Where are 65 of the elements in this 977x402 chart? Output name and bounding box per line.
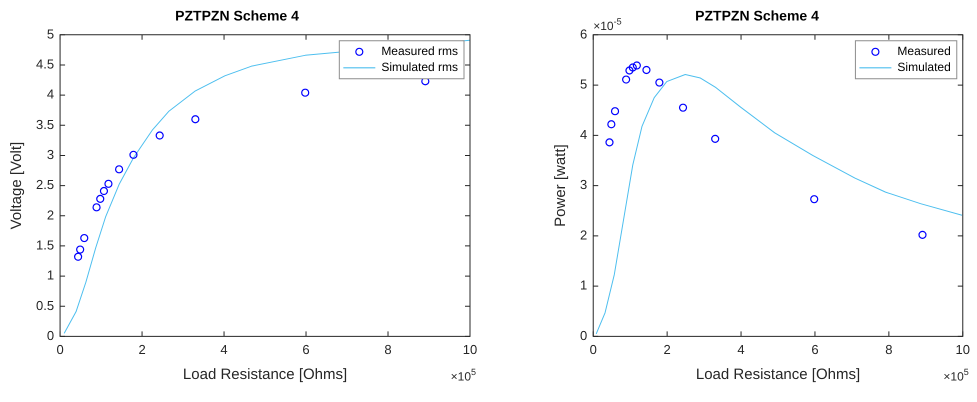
y-tick-label: 4 bbox=[580, 126, 588, 142]
x-tick-label: 2 bbox=[664, 342, 671, 357]
x-axis-title: Load Resistance [Ohms] bbox=[696, 366, 860, 384]
x-tick-label: 4 bbox=[737, 342, 745, 357]
y-tick-label: 2 bbox=[46, 207, 54, 222]
y-tick-label: 3.5 bbox=[36, 116, 54, 132]
x-tick-label: 8 bbox=[885, 342, 892, 357]
legend-label: Measured rms bbox=[381, 44, 458, 58]
y-axis-title: Voltage [Volt] bbox=[8, 142, 26, 230]
point bbox=[711, 134, 720, 143]
x-tick-label: 8 bbox=[384, 342, 392, 357]
y-tick-label: 3 bbox=[46, 147, 54, 162]
point bbox=[129, 150, 138, 159]
y-tick-label: 1 bbox=[580, 278, 588, 293]
point bbox=[632, 61, 641, 70]
point bbox=[655, 78, 664, 87]
y-tick-label: 4.5 bbox=[36, 56, 54, 72]
y-tick-label: 5 bbox=[46, 26, 54, 42]
y-tick-label: 1 bbox=[46, 268, 54, 283]
point bbox=[96, 194, 104, 203]
x-tick-label: 0 bbox=[590, 342, 597, 357]
point bbox=[622, 75, 630, 84]
point bbox=[156, 131, 164, 140]
point bbox=[74, 252, 82, 261]
point bbox=[610, 107, 620, 116]
x-tick-label: 6 bbox=[811, 342, 819, 357]
point bbox=[100, 186, 108, 196]
point bbox=[115, 165, 124, 174]
x-axis-title: Load Resistance [Ohms] bbox=[182, 366, 348, 384]
y-tick-label: 6 bbox=[580, 26, 588, 42]
point bbox=[625, 66, 634, 75]
point bbox=[642, 66, 651, 74]
y-tick-label: 0.5 bbox=[36, 298, 54, 313]
y-axis-title: Power [watt] bbox=[552, 144, 570, 227]
point bbox=[80, 234, 88, 242]
x-tick-label: 6 bbox=[302, 342, 310, 357]
x-tick-label: 10 bbox=[956, 342, 970, 357]
point bbox=[92, 203, 101, 212]
point bbox=[918, 230, 927, 239]
point bbox=[607, 120, 616, 128]
chart-title: PZTPZN Scheme 4 bbox=[695, 7, 820, 24]
y-tick-label: 2.5 bbox=[36, 177, 54, 192]
point bbox=[628, 63, 637, 72]
point bbox=[301, 88, 310, 97]
legend-label: Simulated bbox=[897, 60, 951, 74]
legend-label: Simulated rms bbox=[381, 60, 458, 74]
x-tick-label: 0 bbox=[56, 342, 64, 357]
point bbox=[104, 180, 113, 188]
point bbox=[810, 195, 818, 204]
y-tick-label: 0 bbox=[46, 328, 54, 343]
y-tick-label: 4 bbox=[46, 86, 54, 102]
legend-label: Measured bbox=[897, 44, 951, 58]
x-tick-label: 4 bbox=[220, 342, 228, 357]
y-tick-label: 5 bbox=[580, 76, 588, 92]
point bbox=[76, 245, 84, 254]
y-tick-label: 2 bbox=[580, 227, 588, 242]
x-tick-label: 10 bbox=[462, 342, 478, 357]
point bbox=[678, 104, 688, 112]
y-tick-label: 0 bbox=[580, 328, 588, 343]
chart-title: PZTPZN Scheme 4 bbox=[175, 7, 300, 24]
x-tick-label: 2 bbox=[138, 342, 146, 357]
point bbox=[191, 115, 200, 124]
point bbox=[605, 138, 614, 146]
y-tick-label: 1.5 bbox=[36, 238, 54, 252]
y-tick-label: 3 bbox=[580, 177, 588, 192]
